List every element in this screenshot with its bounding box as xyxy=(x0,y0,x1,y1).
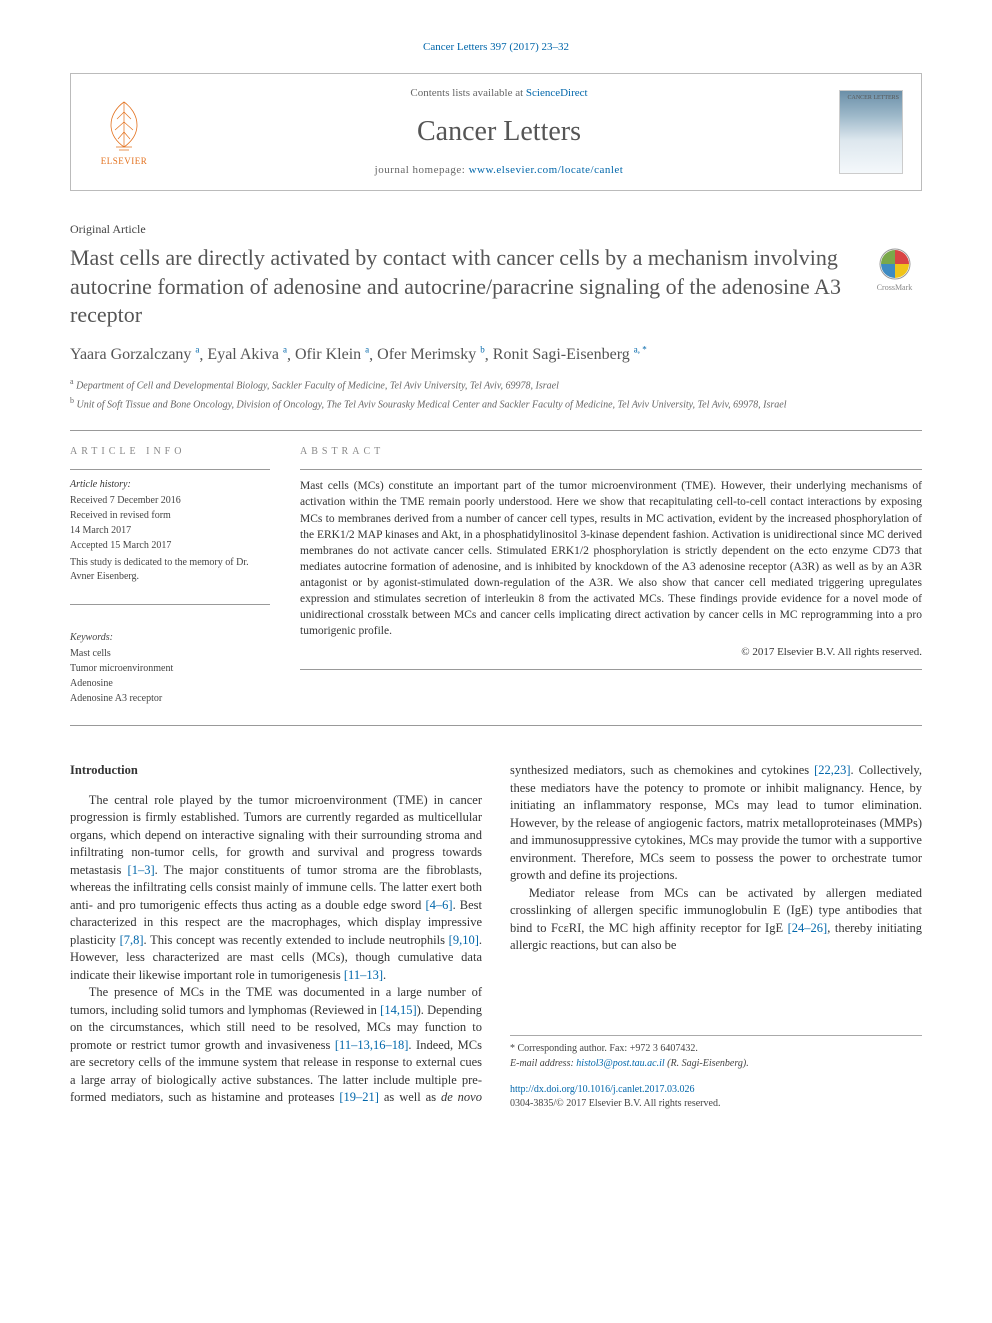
article-title: Mast cells are directly activated by con… xyxy=(70,244,849,330)
citation-ref[interactable]: [11–13] xyxy=(344,968,383,982)
crossmark-label: CrossMark xyxy=(877,282,913,293)
citation-ref[interactable]: [22,23] xyxy=(814,763,850,777)
history-item: Accepted 15 March 2017 xyxy=(70,539,270,553)
author-list: Yaara Gorzalczany a, Eyal Akiva a, Ofir … xyxy=(70,344,922,367)
corr-email-link[interactable]: histol3@post.tau.ac.il xyxy=(576,1058,664,1069)
divider xyxy=(70,725,922,726)
intro-paragraph-1: The central role played by the tumor mic… xyxy=(70,792,482,985)
cover-label: CANCER LETTERS xyxy=(847,95,899,101)
citation-ref[interactable]: [14,15] xyxy=(380,1003,416,1017)
intro-paragraph-3: Mediator release from MCs can be activat… xyxy=(510,885,922,955)
keyword: Adenosine A3 receptor xyxy=(70,692,270,706)
journal-name: Cancer Letters xyxy=(175,112,823,151)
divider xyxy=(70,430,922,431)
corr-author-note: * Corresponding author. Fax: +972 3 6407… xyxy=(510,1042,922,1056)
abstract-column: ABSTRACT Mast cells (MCs) constitute an … xyxy=(300,445,922,707)
crossmark-icon xyxy=(879,248,911,280)
doi-block: http://dx.doi.org/10.1016/j.canlet.2017.… xyxy=(510,1083,922,1111)
keyword: Tumor microenvironment xyxy=(70,662,270,676)
publisher-name: ELSEVIER xyxy=(101,155,148,168)
dedication: This study is dedicated to the memory of… xyxy=(70,556,270,584)
contents-available-line: Contents lists available at ScienceDirec… xyxy=(175,86,823,101)
journal-center-block: Contents lists available at ScienceDirec… xyxy=(175,86,823,178)
article-info-column: ARTICLE INFO Article history: Received 7… xyxy=(70,445,270,707)
citation-ref[interactable]: [24–26] xyxy=(788,921,828,935)
citation-ref[interactable]: [9,10] xyxy=(449,933,479,947)
history-item: 14 March 2017 xyxy=(70,524,270,538)
corr-email-line: E-mail address: histol3@post.tau.ac.il (… xyxy=(510,1057,922,1071)
divider xyxy=(70,604,270,605)
publisher-logo: ELSEVIER xyxy=(89,92,159,172)
corresponding-author-footer: * Corresponding author. Fax: +972 3 6407… xyxy=(510,1035,922,1071)
keywords-label: Keywords: xyxy=(70,631,270,645)
article-type: Original Article xyxy=(70,221,922,238)
citation-ref[interactable]: [11–13,16–18] xyxy=(335,1038,409,1052)
abstract-label: ABSTRACT xyxy=(300,445,922,459)
affiliation-a: a Department of Cell and Developmental B… xyxy=(70,377,922,393)
citation-ref[interactable]: [1–3] xyxy=(128,863,155,877)
homepage-prefix: journal homepage: xyxy=(375,164,469,176)
doi-link[interactable]: http://dx.doi.org/10.1016/j.canlet.2017.… xyxy=(510,1083,922,1097)
abstract-copyright: © 2017 Elsevier B.V. All rights reserved… xyxy=(300,645,922,660)
elsevier-tree-icon xyxy=(99,97,149,152)
affiliation-b: b Unit of Soft Tissue and Bone Oncology,… xyxy=(70,396,922,412)
introduction-heading: Introduction xyxy=(70,762,482,780)
citation-ref[interactable]: [4–6] xyxy=(425,898,452,912)
citation-ref[interactable]: [7,8] xyxy=(120,933,144,947)
journal-homepage-line: journal homepage: www.elsevier.com/locat… xyxy=(175,163,823,178)
author: Eyal Akiva a xyxy=(207,346,287,363)
abstract-text: Mast cells (MCs) constitute an important… xyxy=(300,478,922,639)
sciencedirect-link[interactable]: ScienceDirect xyxy=(526,87,588,99)
contents-prefix: Contents lists available at xyxy=(410,87,525,99)
author: Ofir Klein a xyxy=(295,346,369,363)
divider xyxy=(70,469,270,470)
author: Ronit Sagi-Eisenberg a, * xyxy=(493,346,647,363)
journal-homepage-url[interactable]: www.elsevier.com/locate/canlet xyxy=(469,164,624,176)
journal-header-box: ELSEVIER Contents lists available at Sci… xyxy=(70,73,922,191)
keyword: Mast cells xyxy=(70,647,270,661)
issn-copyright: 0304-3835/© 2017 Elsevier B.V. All right… xyxy=(510,1097,922,1111)
citation-line: Cancer Letters 397 (2017) 23–32 xyxy=(70,40,922,55)
divider xyxy=(300,669,922,670)
history-item: Received 7 December 2016 xyxy=(70,494,270,508)
divider xyxy=(300,469,922,470)
citation-ref[interactable]: [19–21] xyxy=(339,1090,379,1104)
article-info-label: ARTICLE INFO xyxy=(70,445,270,459)
history-item: Received in revised form xyxy=(70,509,270,523)
body-two-column: Introduction The central role played by … xyxy=(70,762,922,1111)
author: Ofer Merimsky b xyxy=(377,346,485,363)
keyword: Adenosine xyxy=(70,677,270,691)
author: Yaara Gorzalczany a xyxy=(70,346,199,363)
crossmark-badge[interactable]: CrossMark xyxy=(867,244,922,293)
journal-cover-thumbnail: CANCER LETTERS xyxy=(839,90,903,174)
history-label: Article history: xyxy=(70,478,270,492)
